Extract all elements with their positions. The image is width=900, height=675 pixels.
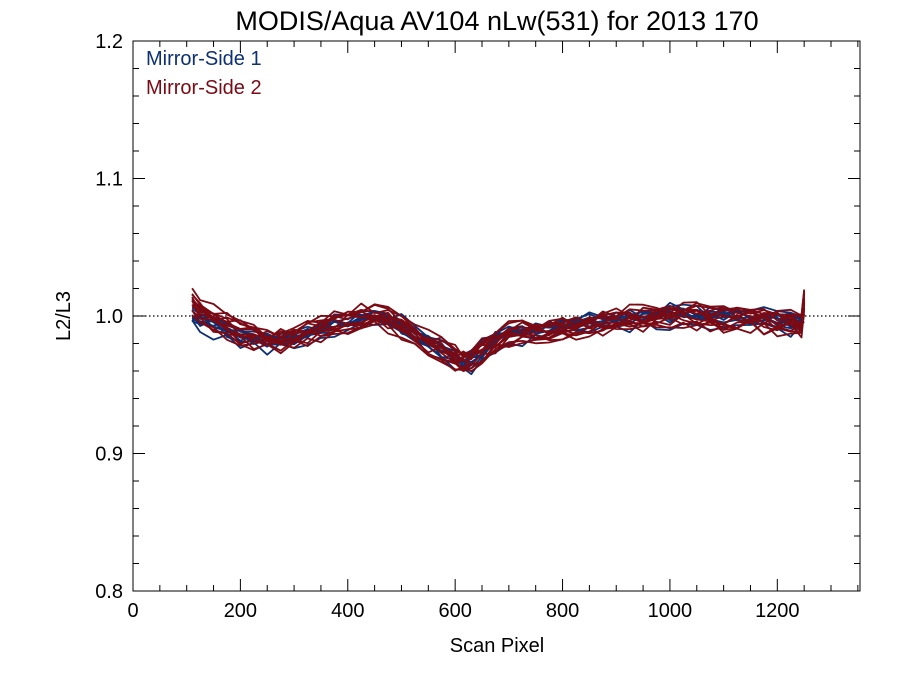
y-tick-label: 1.1 [95,169,123,191]
series-line-mirror-side-2 [191,290,806,358]
x-tick-label: 600 [438,600,471,622]
series-line-mirror-side-2 [191,307,806,372]
y-axis-label: L2/L3 [53,291,75,341]
chart-title: MODIS/Aqua AV104 nLw(531) for 2013 170 [235,6,758,36]
series-group [191,287,806,376]
series-line-mirror-side-2 [191,302,806,371]
series-line-mirror-side-2 [191,287,806,354]
y-tick-label: 1.2 [95,31,123,53]
x-tick-label: 1000 [648,600,693,622]
y-tick-label: 0.9 [95,444,123,466]
legend-label-mirror-side-1: Mirror-Side 1 [146,48,262,70]
x-tick-label: 200 [224,600,257,622]
legend-label-mirror-side-2: Mirror-Side 2 [146,77,262,99]
series-line-mirror-side-2 [191,299,806,370]
x-axis-label: Scan Pixel [450,635,545,657]
y-tick-label: 1.0 [95,306,123,328]
x-tick-label: 0 [127,600,138,622]
x-tick-label: 800 [546,600,579,622]
y-tick-label: 0.8 [95,581,123,603]
ticks-group: 0 200 400 600 800 1000 1200 0.8 0.9 1.0 1.1 1.2 [95,31,860,622]
x-tick-label: 400 [331,600,364,622]
series-line-mirror-side-2 [191,293,806,357]
x-tick-label: 1200 [755,600,800,622]
